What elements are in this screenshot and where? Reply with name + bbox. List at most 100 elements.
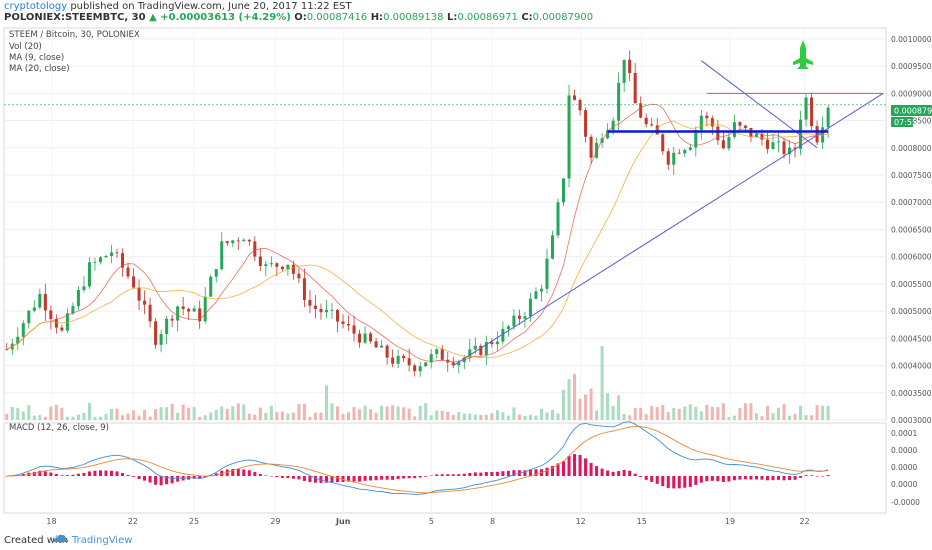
volume-bar bbox=[721, 403, 725, 420]
macd-histogram-bar bbox=[727, 476, 731, 482]
macd-histogram-bar bbox=[446, 474, 450, 476]
macd-tick-label: -0.0000 bbox=[891, 498, 920, 507]
legend-ma9[interactable]: MA (9, close) bbox=[9, 53, 64, 63]
macd-histogram-bar bbox=[369, 476, 373, 481]
legend-vol[interactable]: Vol (20) bbox=[9, 42, 42, 52]
macd-histogram-bar bbox=[275, 476, 279, 478]
candle-body bbox=[655, 125, 659, 135]
volume-bar bbox=[115, 408, 119, 420]
candle-body bbox=[754, 133, 758, 138]
macd-histogram-bar bbox=[374, 476, 378, 481]
candle-body bbox=[727, 136, 731, 149]
macd-histogram-bar bbox=[60, 475, 64, 476]
volume-bar bbox=[170, 403, 174, 420]
candle-body bbox=[209, 276, 213, 297]
moving-averages bbox=[6, 103, 829, 363]
macd-histogram-bar bbox=[655, 476, 659, 484]
macd-histogram-bar bbox=[506, 470, 510, 476]
upper-trendline bbox=[701, 60, 818, 149]
volume-bar bbox=[765, 405, 769, 420]
macd-histogram-bar bbox=[622, 469, 626, 476]
volume-bar bbox=[54, 404, 58, 420]
candle-body bbox=[512, 315, 516, 327]
candle-body bbox=[699, 115, 703, 130]
volume-bar bbox=[655, 407, 659, 420]
candle-body bbox=[5, 349, 9, 351]
macd-histogram-bar bbox=[109, 470, 114, 476]
volume-bar bbox=[16, 408, 20, 420]
volume-bar bbox=[539, 408, 543, 420]
macd-histogram-bar bbox=[104, 470, 108, 476]
macd-histogram-bar bbox=[358, 476, 362, 482]
time-tick-label: 15 bbox=[637, 517, 647, 526]
candle-body bbox=[567, 95, 571, 179]
macd-histogram-bar bbox=[782, 476, 786, 481]
candle-body bbox=[534, 291, 538, 299]
candle-body bbox=[71, 306, 75, 314]
volume-bar bbox=[247, 413, 251, 420]
candle-body bbox=[308, 299, 312, 306]
candle-body bbox=[710, 118, 714, 127]
macd-histogram-bar bbox=[705, 476, 709, 482]
volume-bar bbox=[269, 405, 273, 420]
macd-histogram-bar bbox=[479, 472, 483, 476]
volume-bar bbox=[165, 407, 169, 420]
volume-bar bbox=[788, 415, 792, 420]
candle-body bbox=[363, 333, 367, 343]
candle-body bbox=[473, 345, 477, 350]
author-link[interactable]: cryptotology bbox=[4, 1, 68, 12]
volume-bar bbox=[468, 413, 472, 420]
macd-histogram-bar bbox=[429, 475, 433, 477]
macd-histogram-bar bbox=[396, 476, 400, 480]
macd-tick-label: 0.0000 bbox=[891, 480, 917, 489]
candle-body bbox=[98, 257, 102, 263]
candle-body bbox=[126, 267, 130, 277]
volume-bar bbox=[402, 407, 406, 420]
volume-bar bbox=[65, 416, 69, 420]
macd-histogram-bar bbox=[352, 476, 356, 482]
macd-histogram-bar bbox=[688, 476, 692, 487]
tradingview-brand[interactable]: TradingView bbox=[72, 535, 133, 546]
chart-canvas[interactable]: 0.001000000.000950000.000900000.00085000… bbox=[0, 0, 932, 530]
macd-histogram-bar bbox=[661, 476, 665, 487]
volume-bar bbox=[104, 413, 108, 420]
macd-histogram-bar bbox=[462, 473, 466, 476]
macd-histogram-bar bbox=[512, 470, 516, 476]
macd-histogram-bar bbox=[451, 474, 455, 476]
macd-histogram-bar bbox=[286, 476, 290, 479]
price-tick-label: 0.00100000 bbox=[891, 35, 932, 44]
price-tick-label: 0.00065000 bbox=[891, 225, 932, 234]
candle-body bbox=[154, 321, 158, 345]
macd-histogram-bar bbox=[799, 476, 803, 478]
macd-legend[interactable]: MACD (12, 26, close, 9) bbox=[9, 423, 109, 433]
volume-bar bbox=[324, 385, 328, 420]
macd-histogram-bar bbox=[319, 476, 323, 483]
candle-body bbox=[32, 307, 36, 311]
macd-histogram-bar bbox=[666, 476, 670, 489]
macd-histogram-bar bbox=[347, 476, 351, 482]
volume-bar bbox=[677, 408, 681, 420]
volume-bar bbox=[473, 414, 477, 420]
candle-body bbox=[176, 306, 180, 321]
candle-body bbox=[799, 119, 803, 149]
volume-bar bbox=[562, 389, 566, 420]
volume-bar bbox=[286, 413, 290, 420]
volume-bar bbox=[236, 403, 240, 420]
volume-bar bbox=[181, 404, 185, 420]
candle-body bbox=[793, 147, 797, 149]
volume-bar bbox=[27, 405, 31, 420]
low-value: 0.00086971 bbox=[457, 12, 518, 23]
macd-histogram-bar bbox=[810, 475, 814, 476]
volume-bar bbox=[782, 404, 786, 420]
candle-body bbox=[545, 258, 549, 289]
volume-bar bbox=[512, 407, 516, 420]
candle-body bbox=[264, 264, 268, 267]
volume-bar bbox=[589, 388, 593, 420]
candle-body bbox=[804, 97, 808, 120]
time-tick-label: 12 bbox=[576, 517, 586, 526]
macd-histogram-bar bbox=[771, 476, 775, 481]
volume-bar bbox=[584, 394, 588, 420]
macd-histogram-bar bbox=[765, 476, 769, 481]
legend-ma20[interactable]: MA (20, close) bbox=[9, 64, 70, 74]
candle-body bbox=[49, 310, 53, 319]
